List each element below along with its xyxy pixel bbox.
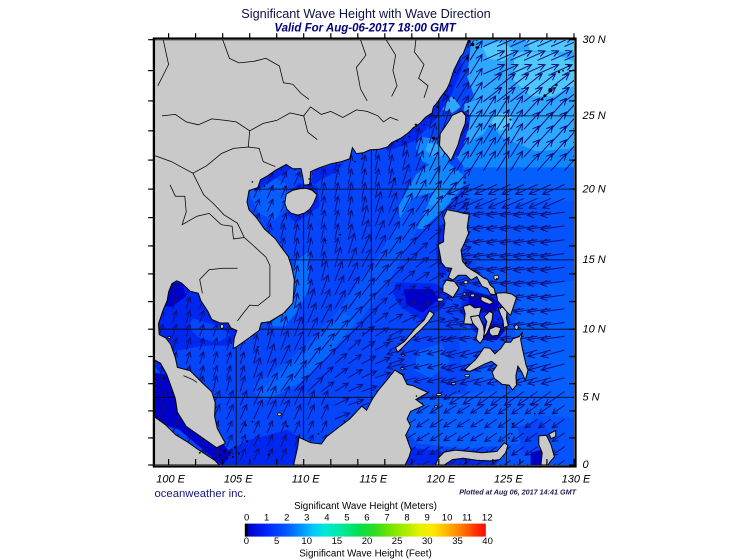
svg-text:130 E: 130 E [562, 474, 591, 486]
svg-text:oceanweather inc.: oceanweather inc. [155, 488, 247, 500]
svg-text:40: 40 [482, 536, 493, 547]
svg-text:Valid For Aug-06-2017 18:00 GM: Valid For Aug-06-2017 18:00 GMT [274, 22, 456, 34]
svg-text:20 N: 20 N [582, 183, 606, 195]
svg-text:3: 3 [304, 513, 309, 524]
svg-text:7: 7 [384, 513, 389, 524]
svg-text:15 N: 15 N [583, 254, 606, 266]
svg-text:Significant Wave Height (Feet): Significant Wave Height (Feet) [299, 549, 432, 560]
svg-text:125 E: 125 E [494, 474, 523, 486]
svg-text:0: 0 [244, 513, 249, 524]
svg-text:25: 25 [392, 536, 403, 547]
svg-text:0: 0 [583, 459, 590, 471]
svg-text:Significant Wave Height with W: Significant Wave Height with Wave Direct… [241, 7, 490, 21]
svg-text:5: 5 [344, 513, 349, 524]
svg-text:35: 35 [452, 536, 463, 547]
svg-text:Plotted at Aug 06, 2017 14:41: Plotted at Aug 06, 2017 14:41 GMT [459, 488, 576, 497]
svg-text:0: 0 [244, 536, 249, 547]
svg-text:100 E: 100 E [156, 474, 185, 486]
svg-text:105 E: 105 E [224, 474, 253, 486]
svg-text:12: 12 [482, 513, 493, 524]
svg-text:120 E: 120 E [426, 474, 455, 486]
svg-text:5 N: 5 N [583, 392, 600, 404]
svg-text:110 E: 110 E [292, 474, 321, 486]
svg-text:6: 6 [364, 513, 369, 524]
svg-text:10: 10 [301, 536, 312, 547]
svg-text:2: 2 [284, 513, 289, 524]
svg-text:5: 5 [274, 536, 279, 547]
svg-text:Significant Wave Height (Meter: Significant Wave Height (Meters) [294, 501, 437, 512]
svg-text:9: 9 [424, 513, 429, 524]
svg-text:25 N: 25 N [582, 110, 606, 122]
svg-text:1: 1 [264, 513, 269, 524]
svg-text:4: 4 [324, 513, 329, 524]
svg-text:15: 15 [332, 536, 343, 547]
svg-text:10: 10 [442, 513, 453, 524]
svg-text:20: 20 [362, 536, 373, 547]
svg-text:30 N: 30 N [583, 34, 606, 46]
svg-text:11: 11 [462, 513, 472, 524]
svg-text:30: 30 [422, 536, 433, 547]
svg-text:10 N: 10 N [583, 323, 606, 335]
svg-text:115 E: 115 E [359, 474, 388, 486]
svg-text:8: 8 [404, 513, 409, 524]
